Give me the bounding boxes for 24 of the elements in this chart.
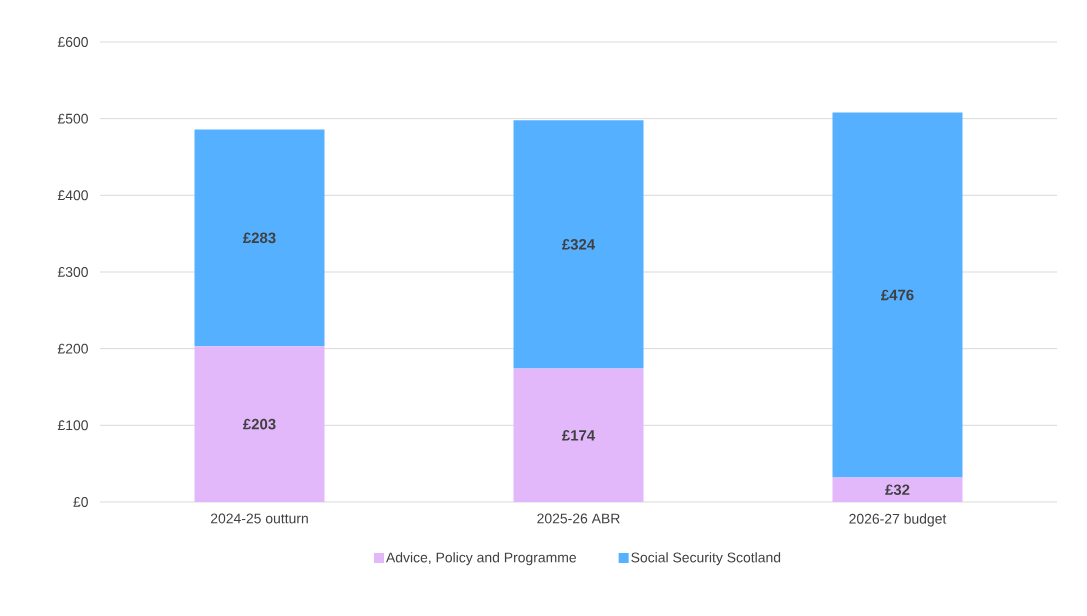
data-label: £174 [562, 430, 596, 441]
bar [513, 368, 644, 502]
bar [194, 346, 325, 502]
data-label: £203 [243, 418, 276, 430]
legend-label: Social Security Scotland [631, 552, 781, 566]
bar [832, 112, 963, 478]
x-tick-label: 2026-27 budget [849, 513, 947, 527]
y-tick-label: £0 [73, 497, 88, 507]
data-label: £283 [243, 232, 276, 244]
data-label: £476 [881, 289, 914, 301]
y-tick-label: £600 [57, 37, 88, 47]
y-tick-label: £500 [57, 113, 88, 124]
bar [832, 477, 963, 502]
data-label: £324 [562, 239, 596, 250]
x-tick-label: 2025-26 ABR [537, 513, 620, 524]
bar [194, 129, 325, 347]
y-tick-label: £100 [57, 420, 88, 431]
bar [513, 120, 644, 369]
legend-label: Advice, Policy and Programme [386, 552, 577, 566]
y-tick-label: £300 [57, 267, 88, 277]
y-tick-label: £200 [57, 343, 88, 354]
y-tick-label: £400 [57, 190, 88, 201]
x-tick-label: 2024-25 outturn [210, 513, 308, 524]
data-label: £32 [885, 484, 910, 496]
